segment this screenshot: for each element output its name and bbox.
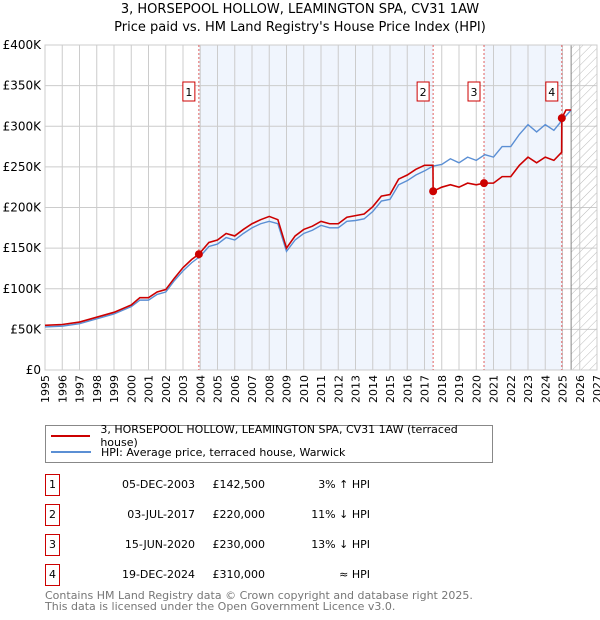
footer-copyright: Contains HM Land Registry data © Crown c… [45, 589, 473, 602]
x-tick-label: 2026 [574, 375, 587, 403]
sale-label-box [545, 81, 559, 102]
x-tick-label: 2001 [143, 375, 156, 403]
x-tick-label: 2009 [281, 375, 294, 403]
transaction-row: 1 05-DEC-2003 £142,500 3% ↑ HPI [45, 474, 445, 496]
x-tick-label: 2025 [557, 375, 570, 403]
legend-hpi-label: HPI: Average price, terraced house, Warw… [101, 445, 346, 459]
sale-label-box [467, 81, 481, 102]
transaction-row: 3 15-JUN-2020 £230,000 13% ↓ HPI [45, 534, 445, 556]
y-tick-label: £400K [3, 38, 43, 52]
sale-label: 2 [420, 86, 427, 99]
hpi-line-swatch [51, 451, 91, 453]
forecast-hatch [571, 45, 597, 370]
sale-label: 4 [548, 86, 555, 99]
sale-point [194, 250, 203, 259]
transaction-hpi: 3% ↑ HPI [318, 478, 370, 491]
x-tick-label: 2016 [401, 375, 414, 403]
x-tick-label: 2018 [436, 375, 449, 403]
x-tick-label: 1998 [91, 375, 104, 403]
property-line-swatch [51, 435, 91, 437]
transaction-price: £310,000 [212, 568, 266, 581]
x-tick-label: 2012 [332, 375, 345, 403]
x-tick-label: 1995 [39, 375, 52, 403]
y-tick-label: £0 [26, 363, 41, 377]
transaction-price: £220,000 [212, 508, 266, 521]
x-tick-label: 2023 [522, 375, 535, 403]
x-tick-label: 2011 [315, 375, 328, 403]
chart-subtitle: Price paid vs. HM Land Registry's House … [114, 20, 486, 35]
x-tick-label: 2013 [350, 375, 363, 403]
legend-property-label: 3, HORSEPOOL HOLLOW, LEAMINGTON SPA, CV3… [100, 423, 458, 449]
transaction-row: 2 03-JUL-2017 £220,000 11% ↓ HPI [45, 504, 445, 526]
y-tick-label: £250K [3, 160, 43, 174]
sale-point [557, 114, 566, 123]
transaction-row: 4 19-DEC-2024 £310,000 ≈ HPI [45, 564, 445, 586]
x-tick-label: 2020 [470, 375, 483, 403]
y-tick-label: £100K [3, 282, 43, 296]
transaction-number: 1 [45, 474, 60, 496]
y-tick-label: £300K [3, 119, 43, 133]
x-tick-label: 2002 [160, 375, 173, 403]
plot-border [44, 44, 598, 371]
transaction-price: £142,500 [212, 478, 266, 491]
transaction-hpi: 13% ↓ HPI [311, 538, 370, 551]
legend: 3, HORSEPOOL HOLLOW, LEAMINGTON SPA, CV3… [45, 423, 493, 463]
legend-item-hpi: HPI: Average price, terraced house, Warw… [51, 444, 345, 460]
property-price-line [44, 109, 572, 327]
x-tick-label: 2003 [177, 375, 190, 403]
x-tick-label: 1999 [108, 375, 121, 403]
x-tick-label: 2000 [125, 375, 138, 403]
transaction-hpi: ≈ HPI [339, 568, 370, 581]
transaction-date: 15-JUN-2020 [124, 538, 195, 551]
chart-title: 3, HORSEPOOL HOLLOW, LEAMINGTON SPA, CV3… [120, 2, 480, 17]
x-tick-label: 2010 [298, 375, 311, 403]
transaction-date: 03-JUL-2017 [127, 508, 195, 521]
x-tick-label: 2022 [505, 375, 518, 403]
y-tick-label: £200K [3, 201, 43, 215]
price-chart: 1995 1996 1997 1998 1999 2000 2001 2002 2003 2004… [3, 38, 600, 403]
x-tick-label: 2027 [591, 375, 600, 403]
footer-licence: This data is licensed under the Open Gov… [45, 600, 396, 613]
y-tick-label: £350K [3, 79, 43, 93]
x-tick-label: 2008 [263, 375, 276, 403]
transaction-date: 05-DEC-2003 [121, 478, 195, 491]
y-tick-label: £50K [10, 322, 42, 336]
x-tick-label: 2021 [488, 375, 501, 403]
x-tick-label: 2007 [246, 375, 259, 403]
x-tick-label: 2006 [229, 375, 242, 403]
x-tick-label: 2017 [419, 375, 432, 403]
x-tick-label: 2005 [212, 375, 225, 403]
sale-label-box [182, 81, 196, 102]
x-tick-label: 2015 [384, 375, 397, 403]
x-tick-label: 2014 [367, 375, 380, 403]
x-tick-label: 2024 [539, 375, 552, 403]
transaction-price: £230,000 [212, 538, 266, 551]
sale-label-box [416, 81, 430, 102]
sale-point [429, 187, 438, 196]
y-tick-label: £150K [3, 241, 43, 255]
transaction-number: 3 [45, 534, 60, 556]
legend-item-property: 3, HORSEPOOL HOLLOW, LEAMINGTON SPA, CV3… [51, 423, 492, 449]
sale-label: 1 [185, 86, 192, 99]
sale-label: 3 [471, 86, 478, 99]
transaction-date: 19-DEC-2024 [121, 568, 195, 581]
x-tick-label: 2019 [453, 375, 466, 403]
transaction-hpi: 11% ↓ HPI [311, 508, 370, 521]
transaction-number: 2 [45, 504, 60, 526]
x-tick-label: 1997 [74, 375, 87, 403]
sale-point [480, 179, 489, 188]
x-tick-label: 2004 [194, 375, 207, 403]
transaction-number: 4 [45, 564, 60, 586]
x-tick-label: 1996 [56, 375, 69, 403]
hpi-line [44, 109, 572, 328]
